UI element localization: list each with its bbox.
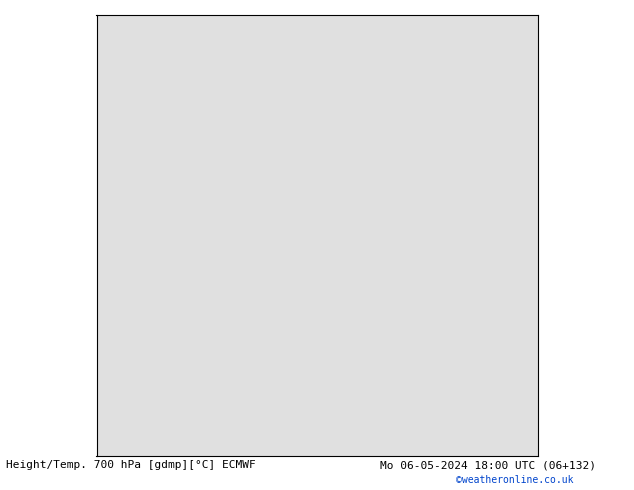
Text: Mo 06-05-2024 18:00 UTC (06+132): Mo 06-05-2024 18:00 UTC (06+132) bbox=[380, 461, 597, 470]
Text: ©weatheronline.co.uk: ©weatheronline.co.uk bbox=[456, 475, 574, 485]
Text: Height/Temp. 700 hPa [gdmp][°C] ECMWF: Height/Temp. 700 hPa [gdmp][°C] ECMWF bbox=[6, 461, 256, 470]
